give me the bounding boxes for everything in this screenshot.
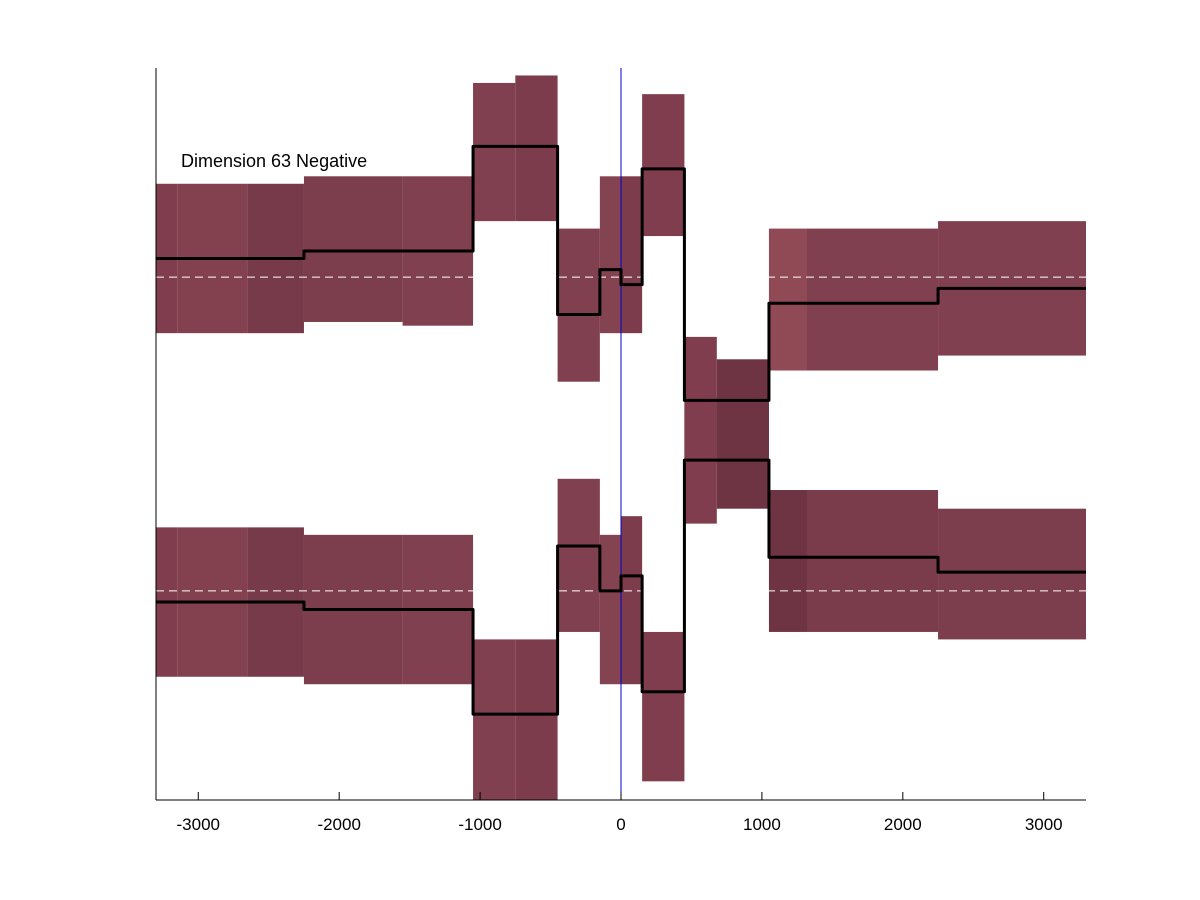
band-segment [473, 82, 516, 222]
band-segment [599, 176, 621, 334]
reference-lines [156, 276, 1086, 592]
annotation-label: Dimension 63 Negative [181, 151, 367, 171]
band-segment [303, 176, 403, 322]
band-segment [557, 228, 600, 382]
band-segment [621, 516, 643, 685]
band-segment [768, 228, 807, 371]
band-segment [642, 631, 685, 782]
x-tick-label: -2000 [317, 815, 360, 834]
band-segment [807, 228, 939, 371]
band-segment [621, 176, 643, 334]
band-segment [515, 75, 558, 222]
band-segment [557, 478, 600, 632]
band-segment [768, 490, 807, 632]
axes: -3000 -2000 -1000 0 1000 2000 3000 [155, 68, 1086, 834]
x-tick-label: 3000 [1025, 815, 1063, 834]
band-segment [938, 508, 1086, 640]
band-segment [473, 639, 516, 800]
band-segment [599, 534, 621, 685]
step-line-series [156, 144, 1086, 402]
plot-area [156, 68, 1086, 800]
band-segment [807, 490, 939, 632]
x-tick-label: -1000 [458, 815, 501, 834]
x-tick-label: -3000 [177, 815, 220, 834]
x-tick-label: 2000 [884, 815, 922, 834]
x-tick-label: 1000 [743, 815, 781, 834]
step-lines [156, 144, 1086, 716]
band-segment [642, 94, 685, 237]
x-tick-label: 0 [616, 815, 625, 834]
band-segment [515, 639, 558, 800]
x-axis-ticks: -3000 -2000 -1000 0 1000 2000 3000 [177, 792, 1063, 834]
band-segment [716, 396, 769, 509]
step-line-series [156, 458, 1086, 716]
